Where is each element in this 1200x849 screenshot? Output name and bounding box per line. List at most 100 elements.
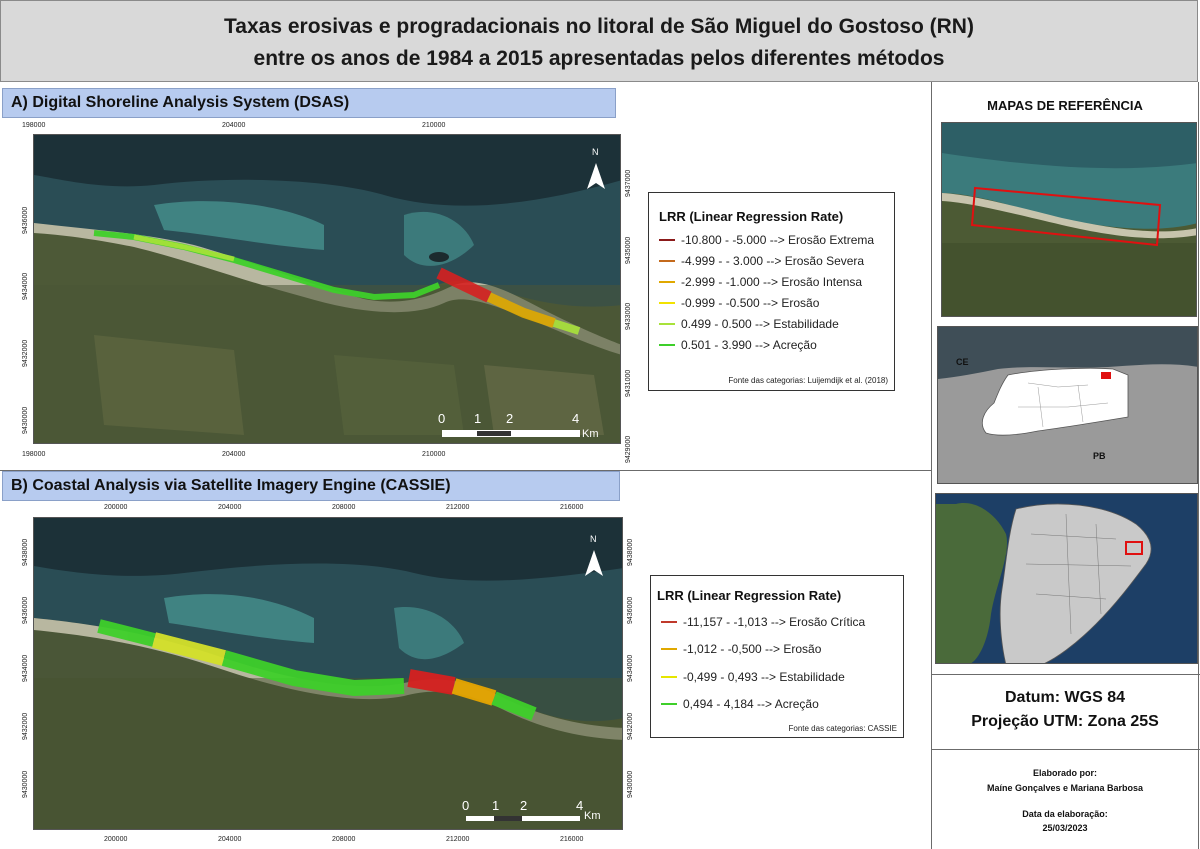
panel-a-xtick: 210000 [422, 122, 446, 129]
date-value: 25/03/2023 [1042, 823, 1088, 833]
panel-b-north-label: N [590, 534, 597, 544]
legend-item: 0.499 - 0.500 --> Estabilidade [659, 317, 839, 331]
legend-item: -0,499 - 0,493 --> Estabilidade [661, 670, 845, 684]
reference-maps-title: MAPAS DE REFERÊNCIA [987, 98, 1143, 113]
panel-a-scale-1: 1 [474, 411, 482, 426]
panel-b-header: B) Coastal Analysis via Satellite Imager… [2, 471, 620, 501]
panel-a-scale-4: 4 [572, 411, 580, 426]
legend-item: 0.501 - 3.990 --> Acreção [659, 338, 817, 352]
panel-a-scale-bar [442, 430, 580, 437]
panel-b-xtick: 200000 [104, 504, 128, 511]
panel-b-xtick: 212000 [446, 504, 470, 511]
panel-b-xtick: 204000 [218, 504, 242, 511]
panel-a-ytick-right: 9433000 [625, 302, 632, 330]
panel-b-ytick-right: 9438000 [627, 538, 634, 566]
panel-b-xtick: 200000 [104, 836, 128, 843]
panel-b-scale-bar [466, 816, 580, 821]
title-box: Taxas erosivas e progradacionais no lito… [0, 0, 1198, 82]
panel-a-scale-unit: Km [582, 428, 599, 440]
legend-swatch [659, 260, 675, 262]
panel-a-ytick-left: 9430000 [22, 406, 29, 434]
panel-b-legend: LRR (Linear Regression Rate) -11,157 - -… [650, 575, 904, 738]
panel-b-xtick: 208000 [332, 504, 356, 511]
panel-a-scale-2: 2 [506, 411, 514, 426]
elaborado-label: Elaborado por: [1032, 768, 1097, 778]
reference-map-local [941, 122, 1197, 317]
panel-b-scale-0: 0 [462, 798, 470, 813]
legend-swatch [661, 621, 677, 623]
reference-map-brazil [935, 493, 1198, 664]
panel-a-ytick-right: 9435000 [625, 236, 632, 264]
panel-a-map: N 0 1 2 4 Km [33, 134, 621, 444]
legend-swatch [659, 323, 675, 325]
divider-side-2 [931, 749, 1200, 750]
panel-a-xtick: 204000 [222, 122, 246, 129]
panel-a-legend-title: LRR (Linear Regression Rate) [659, 209, 844, 224]
panel-a-ytick-left: 9434000 [22, 272, 29, 300]
legend-swatch [661, 648, 677, 650]
panel-b-scale-unit: Km [584, 810, 601, 822]
legend-item: -0.999 - -0.500 --> Erosão [659, 296, 819, 310]
legend-swatch [659, 281, 675, 283]
panel-b-scale-4: 4 [576, 798, 584, 813]
panel-a-ytick-right: 9431000 [625, 369, 632, 397]
legend-item: 0,494 - 4,184 --> Acreção [661, 697, 819, 711]
panel-b-ytick-left: 9436000 [22, 596, 29, 624]
panel-a-header: A) Digital Shoreline Analysis System (DS… [2, 88, 616, 118]
panel-a-xtick: 204000 [222, 451, 246, 458]
date-label: Data da elaboração: [1022, 809, 1108, 819]
panel-a-satellite-image [34, 135, 620, 443]
legend-item: -4.999 - - 3.000 --> Erosão Severa [659, 254, 864, 268]
panel-a-xtick: 198000 [22, 451, 46, 458]
legend-item: -10.800 - -5.000 --> Erosão Extrema [659, 233, 874, 247]
panel-a-xtick: 198000 [22, 122, 46, 129]
legend-swatch [659, 302, 675, 304]
divider-vertical [931, 82, 932, 849]
panel-a-legend-source: Fonte das categorias: Luijemdijk et al. … [728, 376, 888, 385]
state-label-pb: PB [1093, 451, 1106, 461]
panel-b-legend-source: Fonte das categorias: CASSIE [788, 724, 898, 733]
panel-b-ytick-left: 9434000 [22, 654, 29, 682]
panel-a-xtick: 210000 [422, 451, 446, 458]
legend-swatch [661, 676, 677, 678]
legend-item: -1,012 - -0,500 --> Erosão [661, 642, 821, 656]
panel-b-ytick-left: 9432000 [22, 712, 29, 740]
panel-a-ytick-right: 9437000 [625, 169, 632, 197]
legend-swatch [659, 344, 675, 346]
panel-b-xtick: 204000 [218, 836, 242, 843]
divider-right [1198, 82, 1199, 849]
panel-b-satellite-image [34, 518, 622, 829]
panel-b-ytick-left: 9438000 [22, 538, 29, 566]
authors-label: Maíne Gonçalves e Mariana Barbosa [986, 783, 1144, 793]
panel-b-legend-title: LRR (Linear Regression Rate) [657, 588, 842, 603]
panel-b-scale-2: 2 [520, 798, 528, 813]
map-title-line1: Taxas erosivas e progradacionais no lito… [224, 15, 974, 38]
panel-b-xtick: 208000 [332, 836, 356, 843]
panel-b-xtick: 216000 [560, 836, 584, 843]
panel-a-north-label: N [592, 147, 599, 157]
panel-a-ytick-left: 9436000 [22, 206, 29, 234]
panel-b-ytick-right: 9432000 [627, 712, 634, 740]
legend-item: -2.999 - -1.000 --> Erosão Intensa [659, 275, 862, 289]
panel-b-map: N 0 1 2 4 Km [33, 517, 623, 830]
reference-map-state: CE PB [937, 326, 1198, 484]
panel-a-legend: LRR (Linear Regression Rate) -10.800 - -… [648, 192, 895, 391]
legend-item: -11,157 - -1,013 --> Erosão Crítica [661, 615, 865, 629]
panel-b-ytick-right: 9436000 [627, 596, 634, 624]
panel-b-north-arrow-icon [585, 550, 603, 576]
panel-a-ytick-left: 9432000 [22, 339, 29, 367]
legend-swatch [661, 703, 677, 705]
panel-a-scale-0: 0 [438, 411, 446, 426]
panel-a-north-arrow-icon [587, 163, 605, 189]
map-title-line2: entre os anos de 1984 a 2015 apresentada… [253, 47, 945, 70]
projection-label: Projeção UTM: Zona 25S [971, 713, 1159, 730]
panel-b-ytick-left: 9430000 [22, 770, 29, 798]
state-label-ce: CE [956, 357, 969, 367]
divider-panels [0, 470, 931, 471]
panel-b-ytick-right: 9430000 [627, 770, 634, 798]
panel-b-ytick-right: 9434000 [627, 654, 634, 682]
panel-a-ytick-right: 9429000 [625, 435, 632, 463]
panel-b-xtick: 212000 [446, 836, 470, 843]
panel-b-xtick: 216000 [560, 504, 584, 511]
divider-side-1 [931, 674, 1200, 675]
